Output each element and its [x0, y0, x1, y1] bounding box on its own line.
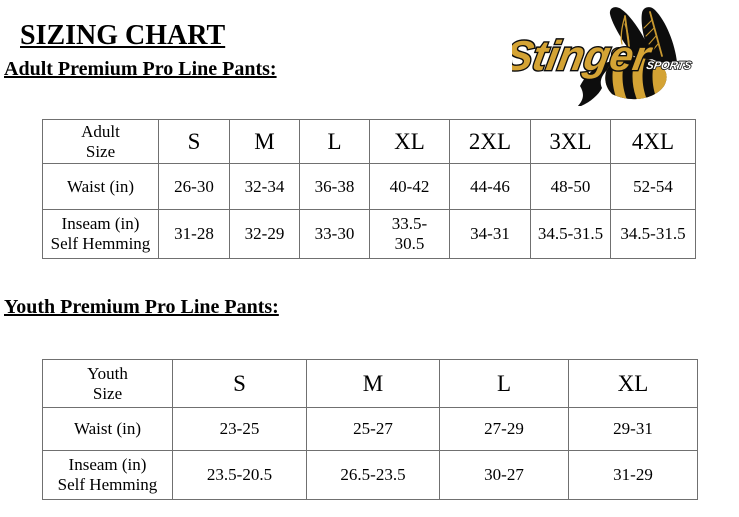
svg-text:Stinger: Stinger: [512, 32, 657, 79]
svg-text:SPORTS: SPORTS: [645, 60, 693, 72]
